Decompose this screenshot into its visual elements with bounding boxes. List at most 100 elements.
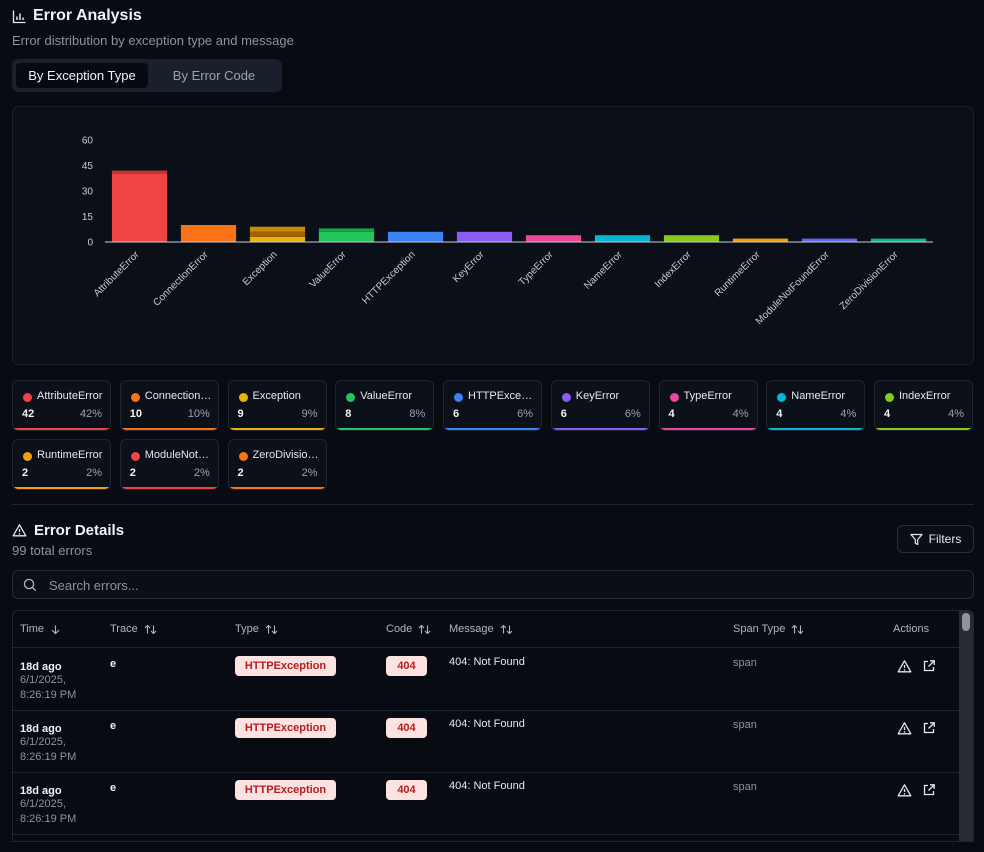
legend-count: 10 <box>129 408 142 420</box>
legend-color-dot <box>346 393 356 402</box>
legend-count: 4 <box>884 408 891 420</box>
legend-card[interactable]: KeyError 6 6% <box>550 380 650 431</box>
legend-color-dot <box>885 393 894 402</box>
legend-card[interactable]: NameError 4 4% <box>766 380 866 431</box>
errors-table: Time Trace Type Code Message Span Type Actions… <box>12 610 974 842</box>
bar-NameError[interactable] <box>594 235 651 242</box>
bar-Exception[interactable] <box>249 231 306 237</box>
sort-desc-icon <box>51 625 60 634</box>
bar-HTTPException[interactable] <box>387 231 444 242</box>
legend-accent-bar <box>13 487 110 489</box>
legend-card[interactable]: Exception 9 9% <box>227 380 327 431</box>
legend-card[interactable]: ConnectionError10 10% <box>119 380 219 431</box>
bar-ValueError[interactable] <box>318 228 375 232</box>
column-header-time[interactable]: Time <box>20 611 61 647</box>
column-label: Span Type <box>733 623 786 635</box>
details-title: Error Details <box>34 522 125 539</box>
legend-card[interactable]: RuntimeError 2 2% <box>12 439 111 490</box>
table-row[interactable]: 18d ago 6/1/2025, 8:26:19 PM e HTTPException… <box>13 772 959 835</box>
legend-accent-bar <box>120 428 218 430</box>
bar-ModuleNotFoundError[interactable] <box>801 238 858 242</box>
legend-name: TypeError <box>683 390 732 402</box>
time-date: 6/1/2025, 8:26:19 PM <box>20 798 77 825</box>
column-header-trace[interactable]: Trace <box>110 611 157 647</box>
legend-card[interactable]: HTTPException 6 6% <box>443 380 542 431</box>
legend-name: ConnectionError <box>144 390 215 402</box>
table-row[interactable]: 18d ago 6/1/2025, 8:26:19 PM e HTTPException… <box>13 710 959 773</box>
tab-by-error-code[interactable]: By Error Code <box>172 68 256 83</box>
type-badge: HTTPException <box>235 656 336 676</box>
x-tick-label: KeyError <box>451 249 487 285</box>
legend-card[interactable]: ZeroDivisionError 2 2% <box>227 439 327 490</box>
total-errors-count: 99 total errors <box>12 543 93 558</box>
table-row[interactable]: 18d ago 6/1/2025, 8:26:19 PM e HTTPException… <box>13 648 959 711</box>
x-tick-label: NameError <box>582 249 625 292</box>
legend-card[interactable]: TypeError 4 4% <box>658 380 758 431</box>
view-toggle: By Exception Type By Error Code <box>12 59 282 92</box>
bar-Exception[interactable] <box>249 236 306 242</box>
legend-name: ZeroDivisionError <box>252 449 323 461</box>
bar-KeyError[interactable] <box>456 231 513 242</box>
view-error-warning-icon[interactable] <box>897 721 912 736</box>
legend-count: 4 <box>776 408 783 420</box>
bar-ZeroDivisionError[interactable] <box>870 238 927 242</box>
y-tick-label: 60 <box>82 136 94 147</box>
view-error-warning-icon[interactable] <box>897 783 912 798</box>
column-header-type[interactable]: Type <box>235 611 278 647</box>
legend-color-dot <box>777 393 787 402</box>
column-header-code[interactable]: Code <box>386 611 431 647</box>
trace-value[interactable]: e <box>110 782 117 794</box>
column-header-span_type[interactable]: Span Type <box>733 611 804 647</box>
open-external-icon[interactable] <box>922 783 936 797</box>
legend-accent-bar <box>336 428 434 430</box>
legend-name: RuntimeError <box>37 449 103 461</box>
table-header-divider <box>13 647 959 648</box>
legend-percent: 2% <box>301 467 318 479</box>
trace-value[interactable]: e <box>110 720 117 732</box>
legend-card[interactable]: ValueError 8 8% <box>335 380 435 431</box>
legend-percent: 2% <box>86 467 102 479</box>
x-tick-label: ZeroDivisionError <box>838 249 901 312</box>
legend-card[interactable]: IndexError 4 4% <box>874 380 973 431</box>
legend-card[interactable]: ModuleNotFoundError 2 2% <box>119 439 219 490</box>
bar-AttributeError[interactable] <box>111 174 168 242</box>
y-tick-label: 30 <box>82 187 94 198</box>
time-date: 6/1/2025, 8:26:19 PM <box>20 736 77 763</box>
y-tick-label: 15 <box>82 212 94 223</box>
legend-accent-bar <box>444 428 541 430</box>
legend-color-dot <box>238 393 248 402</box>
column-label: Code <box>386 623 413 635</box>
legend-count: 42 <box>22 408 35 420</box>
bar-TypeError[interactable] <box>525 235 582 242</box>
filter-icon <box>910 533 923 545</box>
legend-card[interactable]: AttributeError 42 42% <box>12 380 111 431</box>
legend-count: 2 <box>22 467 29 479</box>
column-header-actions: Actions <box>893 611 929 647</box>
bar-ConnectionError[interactable] <box>180 225 237 242</box>
legend-percent: 10% <box>187 408 210 420</box>
code-badge: 404 <box>386 718 427 738</box>
x-tick-label: RuntimeError <box>713 249 763 299</box>
bar-RuntimeError[interactable] <box>732 238 789 242</box>
legend-count: 9 <box>237 408 244 420</box>
column-header-message[interactable]: Message <box>449 611 513 647</box>
bar-AttributeError[interactable] <box>111 170 168 174</box>
filters-button[interactable]: Filters <box>897 525 974 553</box>
legend-color-dot <box>130 452 140 461</box>
scrollbar-thumb[interactable] <box>962 613 970 631</box>
legend-accent-bar <box>120 487 218 489</box>
bar-Exception[interactable] <box>249 226 306 232</box>
open-external-icon[interactable] <box>922 721 936 735</box>
search-input[interactable] <box>49 576 949 594</box>
code-badge: 404 <box>386 656 427 676</box>
x-tick-label: ConnectionError <box>151 249 211 309</box>
open-external-icon[interactable] <box>922 659 936 673</box>
table-scrollbar[interactable] <box>959 611 973 841</box>
legend-count: 6 <box>560 408 567 420</box>
legend-name: AttributeError <box>37 390 103 402</box>
trace-value[interactable]: e <box>110 658 117 670</box>
bar-IndexError[interactable] <box>663 235 720 242</box>
tab-by-exception-type[interactable]: By Exception Type <box>16 63 148 88</box>
view-error-warning-icon[interactable] <box>897 659 912 674</box>
bar-ValueError[interactable] <box>318 231 375 242</box>
